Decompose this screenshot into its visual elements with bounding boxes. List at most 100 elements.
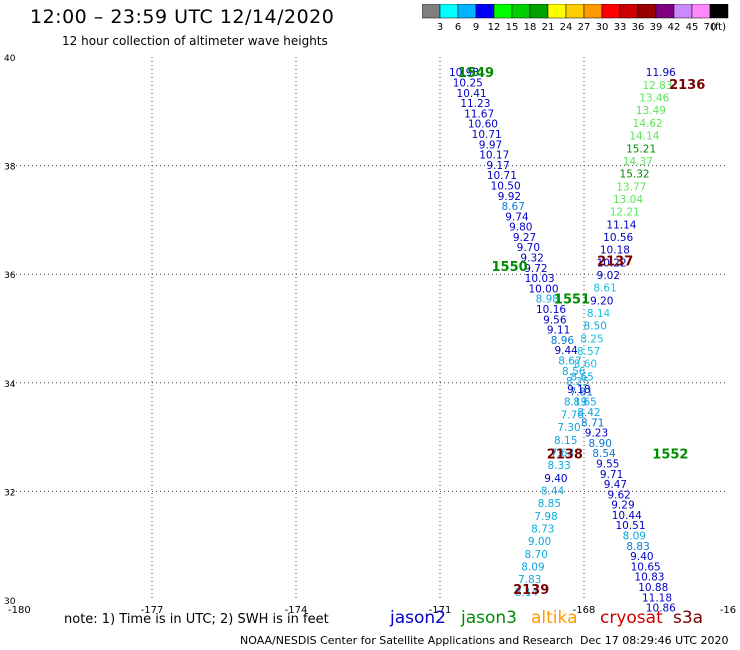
legend-bin-label: 27 bbox=[578, 22, 591, 33]
swh-value-label: 14.14 bbox=[629, 131, 659, 143]
satellite-label-s3a: s3a bbox=[673, 608, 704, 628]
x-tick-label: -168 bbox=[573, 605, 596, 616]
swh-value-label: 10.00 bbox=[528, 283, 558, 295]
swh-value-label: 9.92 bbox=[498, 191, 521, 203]
footer-timestamp: Dec 17 08:29:46 UTC 2020 bbox=[580, 634, 729, 647]
swh-value-label: 8.98 bbox=[536, 294, 559, 306]
swh-value-label: 9.32 bbox=[520, 253, 543, 265]
swh-value-label: 10.50 bbox=[491, 180, 521, 192]
swh-value-label: 10.86 bbox=[646, 603, 676, 615]
swh-value-label: 11.14 bbox=[606, 219, 636, 231]
swh-value-label: 10.65 bbox=[631, 561, 661, 573]
swh-value-label: 9.00 bbox=[528, 536, 551, 548]
swh-value-label: 8.33 bbox=[547, 460, 570, 472]
swh-value-label: 9.70 bbox=[517, 242, 540, 254]
swh-value-label: 8.09 bbox=[623, 531, 646, 543]
swh-value-label: 8.85 bbox=[538, 498, 561, 510]
swh-value-label: 9.40 bbox=[630, 551, 653, 563]
swh-value-label: 9.74 bbox=[505, 211, 529, 223]
swh-value-label: 9.47 bbox=[604, 479, 627, 491]
x-tick-label: -171 bbox=[429, 605, 452, 616]
y-tick-label: 40 bbox=[4, 54, 16, 64]
swh-value-label: 7.98 bbox=[534, 511, 557, 523]
x-tick-label: -180 bbox=[8, 605, 31, 616]
swh-value-label: 8.67 bbox=[558, 355, 581, 367]
legend-bin-label: 45 bbox=[686, 22, 699, 33]
track-annotation: 2137 bbox=[597, 255, 633, 270]
swh-value-label: 8.25 bbox=[566, 376, 589, 388]
swh-value-label: 14.62 bbox=[633, 118, 663, 130]
swh-value-label: 10.25 bbox=[453, 78, 483, 90]
legend-bin-label: 24 bbox=[560, 22, 573, 33]
legend-bin-label: 42 bbox=[668, 22, 681, 33]
swh-value-label: 8.42 bbox=[577, 407, 600, 419]
swh-value-label: 12.21 bbox=[610, 207, 640, 219]
swh-value-label: 8.61 bbox=[593, 283, 616, 295]
swh-value-label: 7.76 bbox=[561, 409, 585, 421]
swh-value-label: 9.97 bbox=[479, 139, 502, 151]
swh-value-label: 8.50 bbox=[584, 321, 607, 333]
y-tick-label: 30 bbox=[4, 597, 16, 607]
swh-value-label: 10.17 bbox=[479, 150, 509, 162]
swh-value-label: 11.18 bbox=[642, 592, 672, 604]
legend-bin-label: 33 bbox=[614, 22, 627, 33]
swh-value-label: 13.77 bbox=[616, 181, 646, 193]
footer-credit: NOAA/NESDIS Center for Satellite Applica… bbox=[240, 634, 574, 647]
y-tick-label: 32 bbox=[4, 488, 15, 498]
swh-value-label: 10.18 bbox=[600, 245, 630, 257]
swh-value-label: 8.15 bbox=[554, 435, 577, 447]
swh-value-label: 8.96 bbox=[551, 335, 575, 347]
swh-value-label: 10.22 bbox=[597, 257, 627, 269]
y-tick-label: 36 bbox=[4, 271, 16, 281]
y-tick-label: 38 bbox=[4, 163, 16, 173]
swh-value-label: 10.16 bbox=[536, 304, 566, 316]
color-legend: 3 6 9 12 15 18 21 24 27 30 33 36 39 42 45 70(ft) bbox=[422, 4, 729, 33]
swh-value-label: 7.30 bbox=[557, 422, 580, 434]
swh-value-label: 8.71 bbox=[581, 417, 604, 429]
swh-value-label: 8.73 bbox=[531, 523, 554, 535]
swh-value-label: 8.44 bbox=[541, 485, 565, 497]
swh-value-label: 10.88 bbox=[638, 582, 668, 594]
swh-value-label: 8.14 bbox=[515, 587, 539, 599]
satellite-label-jason3: jason3 bbox=[461, 608, 517, 628]
legend-bin-label: 6 bbox=[455, 22, 461, 33]
swh-value-label: 13.04 bbox=[613, 194, 643, 206]
swh-value-label: 10.60 bbox=[468, 119, 498, 131]
swh-value-label: 11.96 bbox=[646, 67, 676, 79]
swh-value-label: 8.67 bbox=[502, 201, 525, 213]
chart-subtitle: 12 hour collection of altimeter wave hei… bbox=[62, 34, 328, 48]
track-annotation: 1551 bbox=[554, 293, 590, 308]
swh-value-label: 13.49 bbox=[636, 105, 666, 117]
swh-value-label: 13.46 bbox=[639, 93, 669, 105]
x-tick-label: -177 bbox=[141, 605, 164, 616]
x-tick-label: -174 bbox=[285, 605, 308, 616]
swh-value-label: 9.11 bbox=[547, 325, 570, 337]
swh-value-label: 14.37 bbox=[623, 156, 653, 168]
x-tick-label: -16 bbox=[720, 605, 736, 616]
swh-value-label: 11.23 bbox=[460, 98, 490, 110]
legend-bin-label: 12 bbox=[488, 22, 501, 33]
legend-bin-label: 3 bbox=[437, 22, 443, 33]
swh-value-label: 7.83 bbox=[518, 574, 541, 586]
track-annotation: 1552 bbox=[652, 447, 688, 462]
swh-value-label: 10.83 bbox=[634, 572, 664, 584]
legend-bin-label: 36 bbox=[632, 22, 645, 33]
chart-title: 12:00 – 23:59 UTC 12/14/2020 bbox=[30, 6, 335, 28]
swh-value-label: 15.32 bbox=[620, 169, 650, 181]
swh-value-label: 9.18 bbox=[567, 384, 590, 396]
swh-value-label: 8.60 bbox=[574, 359, 597, 371]
swh-value-label: 8.19 bbox=[564, 397, 587, 409]
swh-value-label: 8.25 bbox=[580, 333, 603, 345]
swh-value-label: 9.23 bbox=[585, 428, 608, 440]
swh-value-label: 10.03 bbox=[525, 273, 555, 285]
swh-value-label: 9.56 bbox=[543, 314, 567, 326]
legend-bin-label: 18 bbox=[524, 22, 537, 33]
swh-value-label: 9.02 bbox=[597, 270, 620, 282]
swh-value-label: 10.71 bbox=[487, 170, 517, 182]
swh-value-label: 10.98 bbox=[449, 67, 479, 79]
swh-value-label: 8.90 bbox=[589, 438, 612, 450]
swh-value-label: 9.17 bbox=[486, 160, 509, 172]
swh-value-label: 8.70 bbox=[525, 549, 548, 561]
swh-value-label: 8.83 bbox=[626, 541, 649, 553]
